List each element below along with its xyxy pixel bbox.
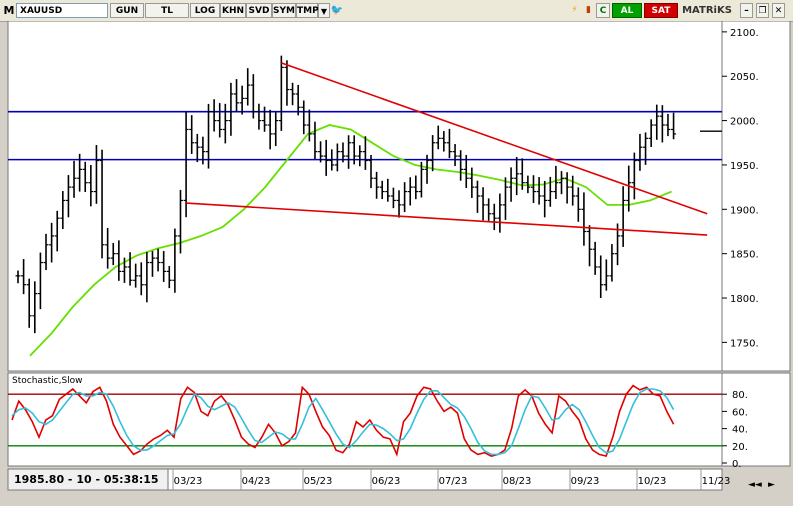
symbol-field[interactable]: XAUUSD bbox=[16, 3, 108, 18]
date-tick-label: 08/23 bbox=[503, 476, 532, 487]
date-tick-label: 11/23 bbox=[702, 476, 731, 487]
stoch-tick-label: 20. bbox=[732, 442, 748, 453]
toolbar-button-gun[interactable]: GUN bbox=[110, 3, 144, 18]
date-tick-label: 04/23 bbox=[242, 476, 271, 487]
stochastic-title: Stochastic,Slow bbox=[12, 376, 83, 386]
date-tick-label: 03/23 bbox=[174, 476, 203, 487]
date-tick-label: 06/23 bbox=[372, 476, 401, 487]
twitter-bird-icon[interactable]: 🐦 bbox=[330, 5, 344, 16]
price-tick-label: 1800. bbox=[730, 294, 759, 305]
date-tick-label: 05/23 bbox=[304, 476, 333, 487]
price-pane[interactable] bbox=[7, 20, 723, 372]
price-tick-label: 2000. bbox=[730, 117, 759, 128]
price-tick-label: 1950. bbox=[730, 161, 759, 172]
chart-area: Stochastic,Slow 1985.80 - 10 - 05:38:15 … bbox=[0, 20, 793, 502]
toolbar-button-tl[interactable]: TL bbox=[145, 3, 189, 18]
trendline bbox=[186, 202, 708, 236]
toolbar-button-sym[interactable]: SYM bbox=[272, 3, 296, 18]
readout-box bbox=[7, 468, 169, 491]
date-tick-label: 10/23 bbox=[638, 476, 667, 487]
scroll-arrows[interactable]: ◄◄ ► bbox=[748, 480, 775, 490]
trendline bbox=[281, 62, 708, 215]
date-tick-label: 09/23 bbox=[571, 476, 600, 487]
price-tick-label: 1900. bbox=[730, 205, 759, 216]
stochastic-d-line bbox=[11, 388, 675, 456]
price-tick-label: 1750. bbox=[730, 338, 759, 349]
price-tick-label: 2100. bbox=[730, 28, 759, 39]
c-button[interactable]: C bbox=[596, 3, 610, 18]
minimize-icon[interactable]: – bbox=[740, 3, 753, 18]
toolbar-button-tmp[interactable]: TMP bbox=[296, 3, 319, 18]
menu-button[interactable]: M bbox=[3, 4, 15, 17]
lightning-icon[interactable]: ⚡ bbox=[571, 5, 578, 15]
stoch-tick-label: 0. bbox=[732, 459, 742, 470]
toolbar-dropdown-button[interactable]: ▼ bbox=[318, 3, 330, 18]
restore-icon[interactable]: ❐ bbox=[756, 3, 769, 18]
scroll-left-icon[interactable]: ◄◄ bbox=[748, 480, 762, 490]
buy-button[interactable]: AL bbox=[612, 3, 642, 18]
price-tick-label: 2050. bbox=[730, 72, 759, 83]
toolbar-button-khn[interactable]: KHN bbox=[220, 3, 246, 18]
sell-button[interactable]: SAT bbox=[644, 3, 678, 18]
date-tick-label: 07/23 bbox=[439, 476, 468, 487]
toolbar: M XAUUSD GUN TL LOG KHN SVD SYM TMP ▼ 🐦 ⚡ ▮ C … bbox=[0, 0, 793, 22]
stoch-tick-label: 80. bbox=[732, 390, 748, 401]
stochastic-axis bbox=[721, 372, 791, 467]
symbol-label: XAUUSD bbox=[20, 6, 63, 16]
chart-svg[interactable]: Stochastic,Slow 1985.80 - 10 - 05:38:15 … bbox=[0, 20, 793, 502]
price-tick-label: 1850. bbox=[730, 250, 759, 261]
stochastic-k-line bbox=[11, 384, 675, 458]
close-icon[interactable]: ✕ bbox=[772, 3, 785, 18]
toolbar-button-svd[interactable]: SVD bbox=[246, 3, 272, 18]
toolbar-button-log[interactable]: LOG bbox=[190, 3, 220, 18]
price-readout: 1985.80 - 10 - 05:38:15 bbox=[14, 473, 159, 486]
signal-icon[interactable]: ▮ bbox=[586, 5, 591, 15]
stoch-tick-label: 60. bbox=[732, 407, 748, 418]
scroll-right-icon[interactable]: ► bbox=[768, 480, 775, 490]
stochastic-pane[interactable] bbox=[7, 372, 723, 467]
stoch-tick-label: 40. bbox=[732, 425, 748, 436]
brand-logo: MATRiKS bbox=[682, 5, 732, 16]
moving-average-line bbox=[29, 124, 672, 357]
price-axis bbox=[721, 20, 791, 372]
